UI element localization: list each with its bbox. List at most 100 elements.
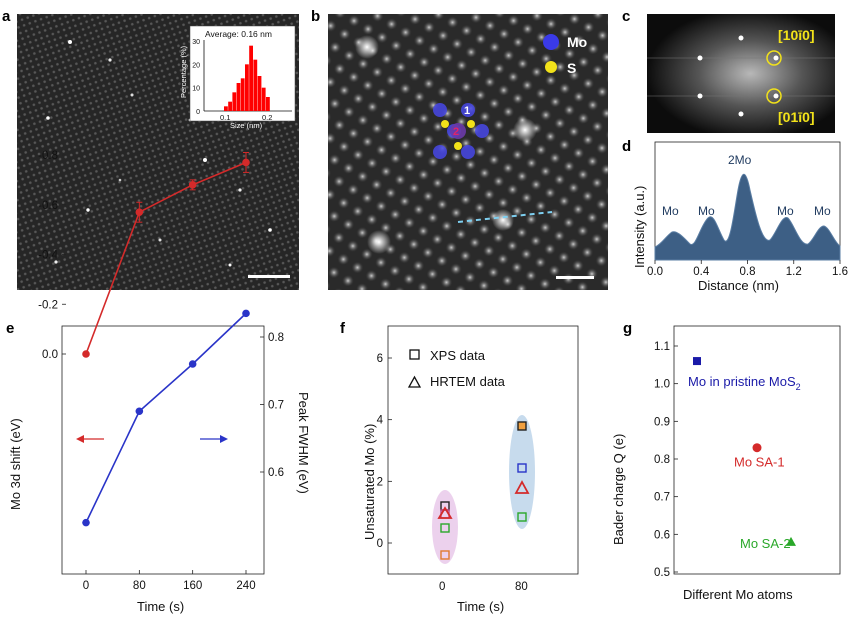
xtick-label: 240 xyxy=(236,580,255,592)
histogram-bar xyxy=(253,59,258,111)
panel-label-d: d xyxy=(622,138,631,155)
plot-e: 0.0 -0.2 -0.4 -0.6 -0.8 0.6 0.7 0.8 0 80 160 240 xyxy=(38,150,284,592)
data-point-fwhm xyxy=(188,360,197,368)
panel-a: a Average: 0.16 nm 0 10 20 30 0.1 0.2 Size … xyxy=(2,8,299,290)
panel-d: d Mo Mo 2Mo Mo Mo Intensity (a.u.) 0.0 0.… xyxy=(622,138,848,293)
histogram-bar xyxy=(261,87,266,111)
fft-spot-marker-1 xyxy=(766,50,782,66)
data-point-fwhm xyxy=(242,309,250,318)
panel-c: c [10ī0] [01ī0] xyxy=(622,8,835,133)
data-point-shift xyxy=(188,181,197,189)
panel-f: f XPS data HRTEM data 0 2 4 6 0 80 Unsatura… xyxy=(340,320,579,614)
ytick-left-label: -0.6 xyxy=(38,200,58,212)
ytick-label: 0.8 xyxy=(654,454,670,466)
data-markers-f xyxy=(437,421,530,560)
fft-spot-marker-2 xyxy=(766,88,782,104)
y-ticks-f: 0 2 4 6 xyxy=(377,353,392,550)
xtick-label: 0 xyxy=(83,580,89,592)
xtick-label: 1.2 xyxy=(786,266,802,278)
legend-mo-label: Mo xyxy=(567,34,587,50)
site-label-1: 1 xyxy=(464,105,470,117)
series-line-fwhm xyxy=(85,312,247,523)
size-histogram-inset: Average: 0.16 nm 0 10 20 30 0.1 0.2 Size (n… xyxy=(179,25,296,130)
xtick-label: 0.8 xyxy=(740,266,756,278)
inset-ylabel: Percentage (%) xyxy=(179,45,188,98)
data-point-pristine xyxy=(693,357,701,366)
xtick-label: 80 xyxy=(133,580,146,592)
ylabel-g: Bader charge Q (e) xyxy=(611,434,626,545)
legend-s-label: S xyxy=(567,60,576,76)
site-label-2: 2 xyxy=(453,126,459,138)
ylabel-f: Unsaturated Mo (%) xyxy=(362,424,377,540)
panel-label-b: b xyxy=(311,8,320,25)
data-point-shift xyxy=(242,158,250,167)
panel-label-e: e xyxy=(6,320,14,337)
bright-atom xyxy=(355,35,379,59)
data-point-fwhm xyxy=(82,518,90,527)
peak-label-mo-3: Mo xyxy=(777,204,794,218)
ytick-label: 4 xyxy=(377,415,384,427)
point-label: Mo SA-2 xyxy=(740,536,791,551)
inset-ytick-label: 20 xyxy=(192,62,200,69)
histogram-bar xyxy=(232,92,237,111)
plot-frame-f xyxy=(387,325,579,575)
x-ticks-d: 0.0 0.4 0.8 1.2 1.6 xyxy=(647,260,848,278)
scale-bar-a xyxy=(248,275,290,278)
ytick-label: 2 xyxy=(377,476,383,488)
ytick-left-label: -0.4 xyxy=(38,250,58,262)
inset-annotation: Average: 0.16 nm xyxy=(205,29,272,39)
data-point-shift xyxy=(135,208,144,217)
ytick-right-label: 0.7 xyxy=(268,400,284,412)
series-line-shift xyxy=(85,161,247,355)
bright-atom xyxy=(513,118,537,142)
xlabel-f: Time (s) xyxy=(457,599,504,614)
legend-s-dot xyxy=(545,61,557,73)
inset-xlabel: Size (nm) xyxy=(230,121,263,130)
legend-mo-dot xyxy=(543,34,559,50)
data-point-sa2 xyxy=(786,536,796,546)
line-profile-path xyxy=(457,211,553,223)
peak-label-mo-2: Mo xyxy=(698,204,715,218)
legend-triangle-icon xyxy=(407,375,422,388)
xlabel-d: Distance (nm) xyxy=(698,278,779,293)
data-point-fwhm xyxy=(135,407,144,416)
ytick-left-label: 0.0 xyxy=(42,349,58,361)
legend-square-icon xyxy=(409,349,420,360)
inset-ytick-label: 10 xyxy=(192,86,200,93)
bright-atom xyxy=(492,209,514,231)
ytick-label: 0.7 xyxy=(654,492,670,504)
legend-xps: XPS data xyxy=(430,348,486,363)
inset-xtick-0: 0.1 xyxy=(220,113,230,122)
xtick-label: 1.6 xyxy=(832,266,848,278)
ytick-label: 0 xyxy=(377,538,383,550)
data-point-sa1 xyxy=(752,443,762,453)
peak-label-2mo: 2Mo xyxy=(728,153,752,167)
bright-atom xyxy=(367,230,391,254)
histogram-bar xyxy=(240,78,245,111)
data-point-shift xyxy=(82,350,90,358)
xtick-label: 0.4 xyxy=(693,266,710,278)
inset-ytick-label: 30 xyxy=(192,39,200,46)
histogram-bar xyxy=(224,106,228,111)
plot-g: 0.5 0.6 0.7 0.8 0.9 1.0 1.1 Mo in pristine MoS2… xyxy=(654,341,801,579)
ylabel-d: Intensity (a.u.) xyxy=(632,186,647,268)
histogram-bar xyxy=(266,97,270,111)
inset-bars xyxy=(224,45,270,111)
xlabel-e: Time (s) xyxy=(137,599,184,614)
cluster-0s xyxy=(432,490,458,564)
panel-label-a: a xyxy=(2,8,11,25)
ytick-right-label: 0.8 xyxy=(268,332,284,344)
ytick-left-label: -0.2 xyxy=(38,299,58,311)
histogram-bar xyxy=(257,76,262,111)
ylabel-left-e: Mo 3d shift (eV) xyxy=(8,418,23,510)
plot-frame-g xyxy=(673,325,841,575)
panel-label-f: f xyxy=(340,320,346,337)
panel-e: e 0.0-0.2-0.4-0.6-0.80.60.70.80 80 160 240 … xyxy=(6,150,311,614)
ytick-label: 0.6 xyxy=(654,529,670,541)
legend-hrtem: HRTEM data xyxy=(430,374,506,389)
peak-label-mo-4: Mo xyxy=(814,204,831,218)
inset-ytick-label: 0 xyxy=(196,109,200,116)
atom-model-overlay: 1 2 xyxy=(433,103,489,159)
point-label: Mo SA-1 xyxy=(734,455,785,470)
histogram-bar xyxy=(236,83,241,111)
